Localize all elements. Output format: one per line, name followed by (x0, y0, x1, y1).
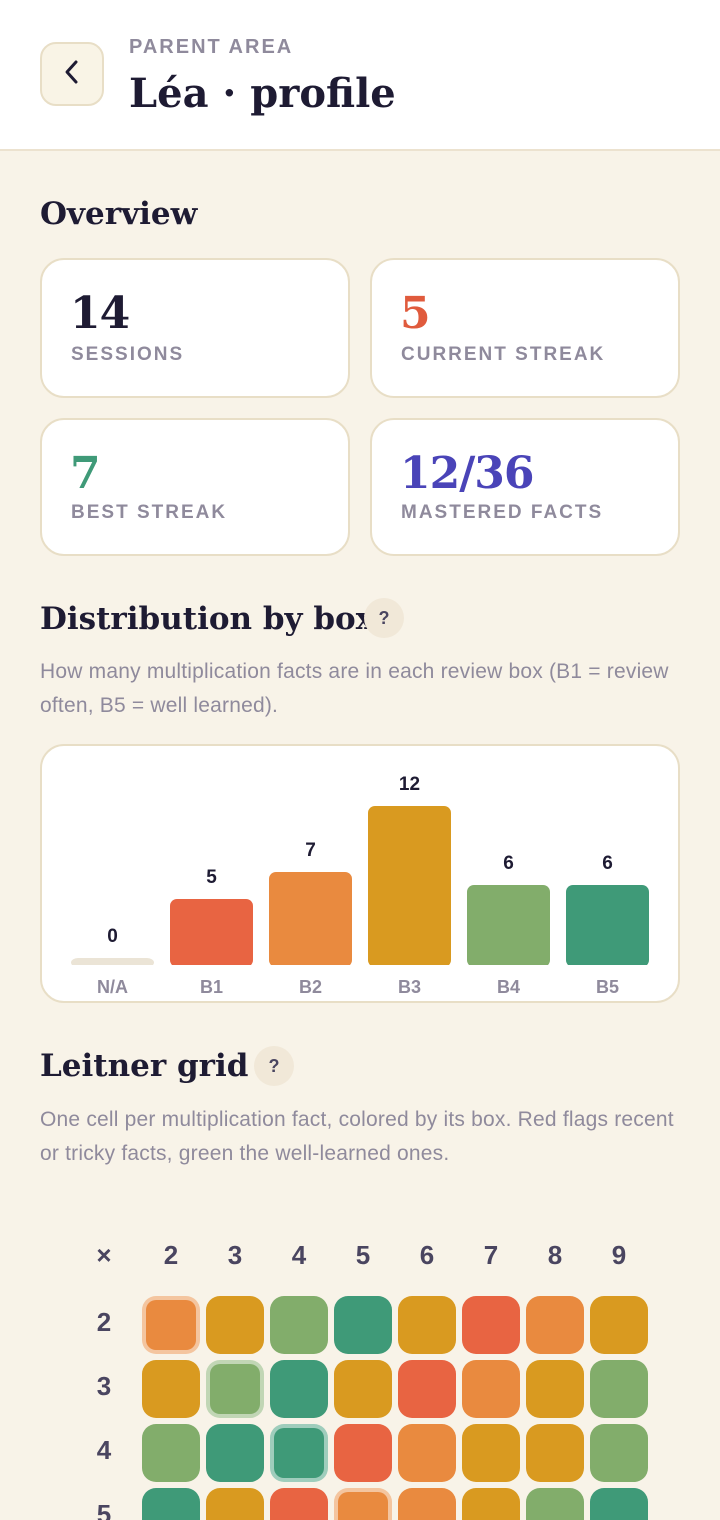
leitner-description: One cell per multiplication fact, colore… (40, 1108, 674, 1165)
grid-column-header: 4 (291, 1240, 307, 1270)
grid-cell-5x5[interactable] (334, 1488, 392, 1520)
distribution-title: Distribution by box (40, 601, 375, 637)
grid-cell-2x2[interactable] (142, 1296, 200, 1354)
bar-category-label: B3 (398, 977, 421, 997)
bar-category-label: B1 (200, 977, 223, 997)
grid-cell-2x8[interactable] (526, 1296, 584, 1354)
grid-cell-3x7[interactable] (462, 1360, 520, 1418)
grid-cell-5x7[interactable] (462, 1488, 520, 1520)
grid-cell-5x6[interactable] (398, 1488, 456, 1520)
grid-cell-4x7[interactable] (462, 1424, 520, 1482)
grid-cell-5x9[interactable] (590, 1488, 648, 1520)
back-button[interactable] (40, 42, 104, 106)
bar-na (71, 958, 154, 967)
grid-cell-4x2[interactable] (142, 1424, 200, 1482)
bar-chart: 0 N/A 5 B1 7 B2 12 B3 6 B4 6 B5 (70, 774, 650, 997)
bar-category-label: B5 (596, 977, 619, 997)
grid-cell-2x3[interactable] (206, 1296, 264, 1354)
leitner-grid: × 2 3 4 5 6 7 8 9 2 3 4 5 (0, 1220, 720, 1520)
grid-cell-2x9[interactable] (590, 1296, 648, 1354)
grid-cell-4x3[interactable] (206, 1424, 264, 1482)
grid-cell-2x5[interactable] (334, 1296, 392, 1354)
distribution-description: How many multiplication facts are in eac… (40, 660, 669, 717)
stat-label: SESSIONS (71, 344, 185, 365)
grid-cell-2x4[interactable] (270, 1296, 328, 1354)
grid-cell-5x8[interactable] (526, 1488, 584, 1520)
bar-category-label: N/A (97, 977, 128, 997)
stat-card-mastered-facts: 12/36 MASTERED FACTS (370, 418, 680, 556)
grid-cell-2x6[interactable] (398, 1296, 456, 1354)
grid-column-header: 6 (419, 1240, 435, 1270)
stat-value: 5 (400, 288, 431, 339)
bar-category-label: B4 (497, 977, 520, 997)
grid-column-header: 9 (611, 1240, 627, 1270)
stat-value: 14 (70, 288, 130, 339)
leitner-help-button[interactable]: ? (254, 1046, 294, 1086)
stat-value: 12/36 (400, 448, 535, 499)
grid-row-header: 5 (96, 1499, 112, 1520)
grid-row-header: 2 (96, 1307, 112, 1337)
grid-cell-4x9[interactable] (590, 1424, 648, 1482)
bar-value-label: 0 (107, 926, 118, 947)
bar-b1 (170, 899, 253, 967)
grid-column-header: 5 (355, 1240, 371, 1270)
bar-baseline-mask (565, 965, 650, 971)
chevron-left-icon (62, 58, 82, 91)
bar-value-label: 12 (399, 774, 420, 795)
distribution-chart: 0 N/A 5 B1 7 B2 12 B3 6 B4 6 B5 (40, 744, 680, 1003)
grid-cell-4x4[interactable] (270, 1424, 328, 1482)
grid-column-header: 8 (547, 1240, 563, 1270)
grid-column-header: 7 (483, 1240, 499, 1270)
grid-column-header: 2 (163, 1240, 179, 1270)
bar-baseline-mask (367, 965, 452, 971)
bar-b4 (467, 885, 550, 967)
bar-value-label: 5 (206, 867, 217, 888)
grid-column-header: 3 (227, 1240, 243, 1270)
leitner-title: Leitner grid (40, 1048, 249, 1084)
bar-baseline-mask (268, 965, 353, 971)
stat-label: CURRENT STREAK (401, 344, 606, 365)
grid-cell-5x4[interactable] (270, 1488, 328, 1520)
bar-baseline-mask (169, 965, 254, 971)
grid-cell-3x2[interactable] (142, 1360, 200, 1418)
grid-cell-4x8[interactable] (526, 1424, 584, 1482)
grid-cell-3x9[interactable] (590, 1360, 648, 1418)
grid-cell-2x7[interactable] (462, 1296, 520, 1354)
stat-card-sessions: 14 SESSIONS (40, 258, 350, 398)
bar-value-label: 7 (305, 840, 316, 861)
grid-cell-3x3[interactable] (206, 1360, 264, 1418)
header-kicker: PARENT AREA (129, 36, 294, 58)
grid-cell-4x5[interactable] (334, 1424, 392, 1482)
bar-category-label: B2 (299, 977, 322, 997)
grid-cell-3x5[interactable] (334, 1360, 392, 1418)
stat-label: MASTERED FACTS (401, 502, 604, 523)
grid-cell-3x8[interactable] (526, 1360, 584, 1418)
bar-value-label: 6 (503, 853, 514, 874)
page-title: Léa · profile (129, 70, 396, 117)
stat-card-current-streak: 5 CURRENT STREAK (370, 258, 680, 398)
grid-cell-5x3[interactable] (206, 1488, 264, 1520)
grid-cell-3x4[interactable] (270, 1360, 328, 1418)
bar-baseline-mask (70, 965, 155, 971)
bar-baseline-mask (466, 965, 551, 971)
grid-cell-4x6[interactable] (398, 1424, 456, 1482)
grid-cell-5x2[interactable] (142, 1488, 200, 1520)
stat-label: BEST STREAK (71, 502, 228, 523)
bar-b5 (566, 885, 649, 967)
grid-row-header: 4 (96, 1435, 112, 1465)
page-header: PARENT AREA Léa · profile (0, 0, 720, 151)
bar-b3 (368, 806, 451, 967)
grid-corner-label: × (96, 1240, 112, 1270)
grid-row-header: 3 (96, 1371, 112, 1401)
distribution-help-button[interactable]: ? (364, 598, 404, 638)
bar-value-label: 6 (602, 853, 613, 874)
stat-value: 7 (70, 448, 101, 499)
grid-cell-3x6[interactable] (398, 1360, 456, 1418)
overview-title: Overview (40, 196, 198, 232)
stat-card-best-streak: 7 BEST STREAK (40, 418, 350, 556)
bar-b2 (269, 872, 352, 967)
